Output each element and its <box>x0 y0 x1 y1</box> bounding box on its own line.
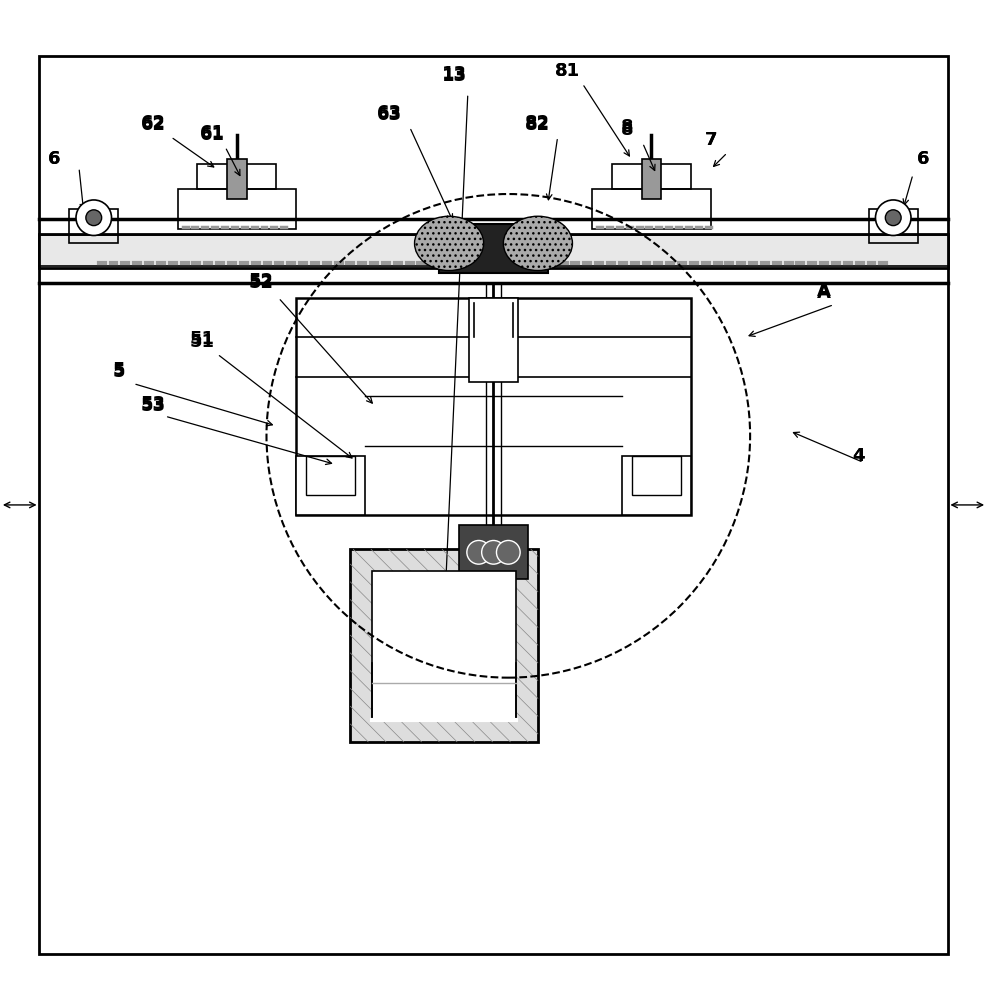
Text: 7: 7 <box>704 131 716 149</box>
Bar <box>458 525 528 579</box>
Text: 5: 5 <box>112 363 124 381</box>
Text: 52: 52 <box>248 274 274 292</box>
Text: 8: 8 <box>620 121 632 139</box>
Text: 8: 8 <box>620 118 632 136</box>
Ellipse shape <box>503 216 572 271</box>
Text: 13: 13 <box>441 67 466 85</box>
Bar <box>621 456 690 515</box>
Text: 82: 82 <box>525 114 550 132</box>
Bar <box>177 189 296 229</box>
Text: 4: 4 <box>852 447 864 465</box>
Text: 7: 7 <box>704 131 716 149</box>
Text: 63: 63 <box>377 106 402 124</box>
Text: 51: 51 <box>189 333 215 351</box>
Circle shape <box>466 540 490 564</box>
Text: 81: 81 <box>554 62 580 80</box>
Text: 62: 62 <box>140 116 166 134</box>
Text: 62: 62 <box>140 114 166 132</box>
Bar <box>641 159 661 199</box>
Circle shape <box>875 200 910 235</box>
Bar <box>69 209 118 243</box>
Circle shape <box>884 210 900 226</box>
Bar <box>372 571 516 720</box>
Text: 53: 53 <box>140 397 166 415</box>
Text: 81: 81 <box>554 62 580 80</box>
Text: 6: 6 <box>916 150 928 168</box>
Text: 52: 52 <box>248 272 274 290</box>
Text: 61: 61 <box>199 126 225 144</box>
Text: 53: 53 <box>140 395 166 413</box>
Bar <box>227 159 246 199</box>
Text: 61: 61 <box>199 124 225 142</box>
Text: A: A <box>816 284 830 302</box>
Bar <box>631 456 680 495</box>
Ellipse shape <box>414 216 483 271</box>
Bar <box>39 234 947 268</box>
Bar <box>350 549 537 742</box>
Text: 13: 13 <box>441 65 466 83</box>
Text: 63: 63 <box>377 104 402 122</box>
Bar <box>306 456 355 495</box>
Bar <box>868 209 917 243</box>
Circle shape <box>481 540 505 564</box>
Bar <box>197 164 276 189</box>
Bar <box>468 298 518 382</box>
Text: 82: 82 <box>525 116 550 134</box>
Circle shape <box>496 540 520 564</box>
Bar <box>439 224 547 273</box>
Text: 4: 4 <box>852 447 864 465</box>
Text: 51: 51 <box>189 330 215 348</box>
Bar <box>592 189 710 229</box>
Bar <box>611 164 690 189</box>
Text: A: A <box>816 282 830 300</box>
Bar <box>296 298 690 515</box>
Circle shape <box>76 200 111 235</box>
Circle shape <box>86 210 102 226</box>
Text: 6: 6 <box>48 150 60 168</box>
Bar <box>296 456 365 515</box>
Text: 6: 6 <box>916 150 928 168</box>
Text: 6: 6 <box>48 150 60 168</box>
Text: 5: 5 <box>112 361 124 379</box>
